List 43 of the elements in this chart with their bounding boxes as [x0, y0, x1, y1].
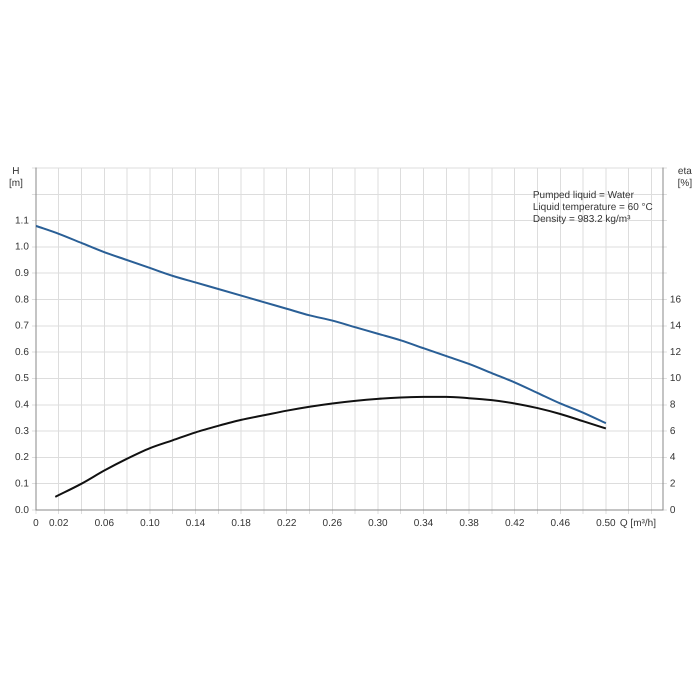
y2-tick-label: 12: [670, 346, 682, 358]
text: 1.0: [14, 242, 29, 253]
y2-tick-label: 0: [670, 504, 676, 516]
text: 0.30: [368, 518, 388, 529]
y-axis-title: H [m]: [8, 166, 24, 189]
y-tick-label: 0.5: [14, 373, 30, 384]
x-tick-label: 0.02: [48, 518, 69, 529]
x-axis-title: Q [m³/h]: [620, 518, 656, 529]
y-tick-label: 0.4: [14, 400, 30, 411]
x-tick-label: 0.46: [550, 518, 570, 529]
y2-axis-title: eta [%]: [678, 166, 692, 189]
y-tick-label: 0.6: [14, 346, 30, 358]
text: 0.0: [14, 504, 29, 516]
line-series: [54, 396, 607, 498]
annotation: Pumped liquid = Water: [532, 190, 635, 201]
y-tick-label: 0.2: [14, 452, 30, 464]
y-tick-label: 0.3: [14, 426, 30, 437]
y2-tick-label: 8: [670, 400, 676, 411]
annotation: Liquid temperature = 60 °C: [532, 202, 653, 213]
x-tick-label: 0.38: [459, 518, 480, 529]
y2-tick-label: 2: [670, 478, 676, 490]
x-tick-label: 0.18: [231, 518, 252, 529]
y-tick-label: 0.8: [14, 294, 30, 306]
x-tick-label: 0.06: [94, 518, 114, 529]
x-tick-label: 0.34: [414, 518, 434, 529]
x-tick-label: 0.14: [186, 518, 206, 529]
y2-tick-label: 4: [670, 452, 676, 464]
text: 0.10: [140, 518, 160, 529]
y2-tick-label: 16: [670, 294, 682, 306]
x-tick-label: 0.22: [276, 518, 297, 529]
y-tick-label: 0.1: [14, 478, 30, 490]
x-tick-label: 0: [33, 518, 40, 529]
annotation: Density = 983.2 kg/m³: [532, 214, 632, 225]
y2-tick-label: 10: [670, 373, 682, 384]
line-series: [36, 224, 607, 424]
y-tick-label: 1.1: [14, 215, 30, 226]
x-tick-label: 0.42: [504, 518, 525, 529]
y2-tick-label: 6: [670, 426, 676, 437]
y2-tick-label: 14: [670, 320, 682, 332]
text: 0.50: [596, 518, 616, 529]
x-tick-label: 0.26: [322, 518, 342, 529]
y-tick-label: 0.7: [14, 320, 30, 332]
y-tick-label: 0.9: [14, 268, 30, 279]
